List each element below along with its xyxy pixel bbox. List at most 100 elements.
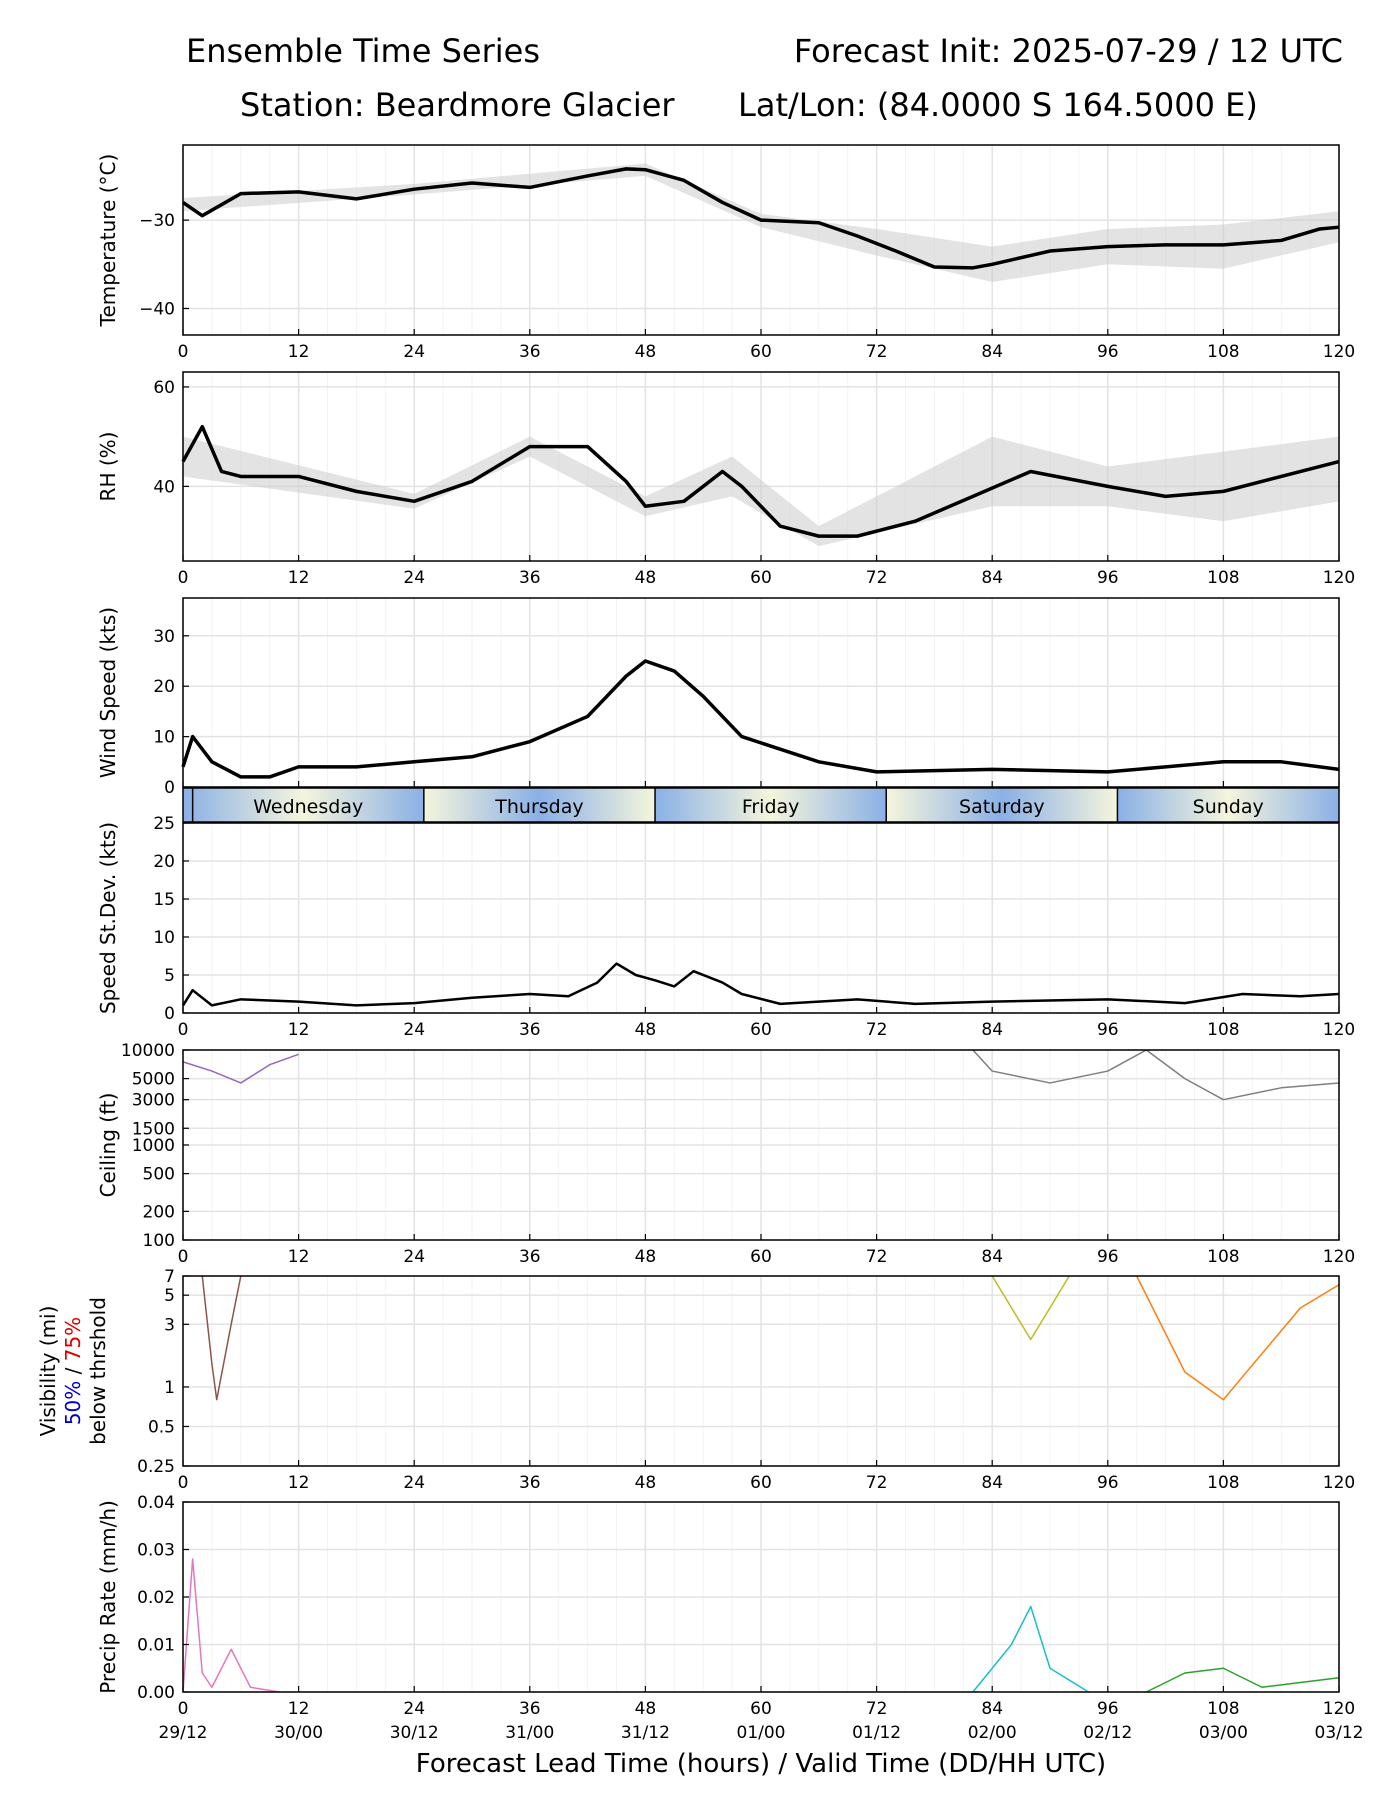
y-tick-label: 3000 bbox=[132, 1091, 175, 1111]
y-tick-label: 60 bbox=[153, 378, 175, 398]
visibility-threshold-legend: 50% / 75% bbox=[61, 1317, 85, 1425]
x-tick-label: 48 bbox=[635, 1473, 657, 1493]
chart-title: Ensemble Time Series bbox=[186, 32, 540, 70]
x-tick-label: 0 bbox=[178, 1020, 189, 1040]
y-tick-label: 10000 bbox=[121, 1041, 175, 1061]
y-tick-label: 5 bbox=[164, 1286, 175, 1306]
valid-time-label: 03/12 bbox=[1315, 1723, 1364, 1743]
x-tick-label: 24 bbox=[403, 1699, 425, 1719]
x-tick-label: 120 bbox=[1323, 1699, 1355, 1719]
x-tick-label: 96 bbox=[1097, 1699, 1119, 1719]
y-tick-label: 10 bbox=[153, 728, 175, 748]
x-tick-label: 84 bbox=[981, 1247, 1003, 1267]
spread-band bbox=[183, 436, 1339, 547]
ensemble-mean-line bbox=[182, 167, 1340, 270]
y-tick-label: 20 bbox=[153, 677, 175, 697]
y-axis-label: Speed St.Dev. (kts) bbox=[96, 822, 120, 1014]
y-tick-label: 25 bbox=[153, 814, 175, 834]
x-tick-label: 84 bbox=[981, 342, 1003, 362]
day-segment bbox=[886, 788, 1118, 822]
y-tick-label: 10 bbox=[153, 928, 175, 948]
x-tick-label: 48 bbox=[635, 342, 657, 362]
y-tick-label: 20 bbox=[153, 852, 175, 872]
x-tick-label: 36 bbox=[519, 568, 541, 588]
x-tick-label: 108 bbox=[1207, 568, 1239, 588]
y-tick-label: 0.02 bbox=[137, 1588, 175, 1608]
y-axis-label: Wind Speed (kts) bbox=[96, 607, 120, 778]
x-tick-label: 72 bbox=[866, 1247, 888, 1267]
x-tick-label: 120 bbox=[1323, 1473, 1355, 1493]
x-tick-label: 72 bbox=[866, 568, 888, 588]
x-tick-label: 36 bbox=[519, 1699, 541, 1719]
x-tick-label: 24 bbox=[403, 1020, 425, 1040]
x-tick-label: 60 bbox=[750, 1247, 772, 1267]
x-tick-label: 96 bbox=[1097, 568, 1119, 588]
lat-lon: Lat/Lon: (84.0000 S 164.5000 E) bbox=[738, 86, 1258, 124]
y-tick-label: 100 bbox=[143, 1231, 175, 1251]
x-tick-label: 72 bbox=[866, 1020, 888, 1040]
x-tick-label: 36 bbox=[519, 1247, 541, 1267]
y-axis-label: Ceiling (ft) bbox=[96, 1093, 120, 1198]
x-tick-label: 24 bbox=[403, 568, 425, 588]
x-tick-label: 12 bbox=[288, 1699, 310, 1719]
valid-time-label: 01/00 bbox=[737, 1723, 786, 1743]
x-tick-label: 120 bbox=[1323, 342, 1355, 362]
x-tick-label: 72 bbox=[866, 342, 888, 362]
x-tick-label: 36 bbox=[519, 1473, 541, 1493]
y-tick-label: 0 bbox=[164, 778, 175, 798]
x-tick-label: 60 bbox=[750, 342, 772, 362]
y-tick-label: 30 bbox=[153, 627, 175, 647]
x-tick-label: 108 bbox=[1207, 1020, 1239, 1040]
x-tick-label: 96 bbox=[1097, 1473, 1119, 1493]
valid-time-label: 31/12 bbox=[621, 1723, 670, 1743]
x-tick-label: 84 bbox=[981, 568, 1003, 588]
valid-time-label: 03/00 bbox=[1199, 1723, 1248, 1743]
y-axis-label: RH (%) bbox=[96, 432, 120, 502]
x-tick-label: 0 bbox=[178, 568, 189, 588]
y-tick-label: 500 bbox=[143, 1165, 175, 1185]
y-tick-label: 1000 bbox=[132, 1136, 175, 1156]
member-line bbox=[991, 1275, 1070, 1341]
x-tick-label: 96 bbox=[1097, 342, 1119, 362]
x-tick-label: 0 bbox=[178, 342, 189, 362]
day-label: Friday bbox=[742, 796, 800, 818]
x-tick-label: 60 bbox=[750, 1473, 772, 1493]
member-line bbox=[182, 1053, 299, 1084]
x-tick-label: 12 bbox=[288, 1473, 310, 1493]
y-tick-label: −30 bbox=[139, 211, 175, 231]
x-tick-label: 120 bbox=[1323, 1020, 1355, 1040]
valid-time-label: 31/00 bbox=[505, 1723, 554, 1743]
x-tick-label: 48 bbox=[635, 1020, 657, 1040]
member-line bbox=[972, 1605, 1089, 1693]
y-tick-label: 1 bbox=[164, 1378, 175, 1398]
member-line bbox=[182, 1558, 280, 1693]
x-tick-label: 84 bbox=[981, 1473, 1003, 1493]
day-label: Thursday bbox=[494, 796, 583, 818]
x-tick-label: 24 bbox=[403, 342, 425, 362]
y-tick-label: 40 bbox=[153, 477, 175, 497]
member-line bbox=[1136, 1275, 1340, 1401]
x-tick-label: 72 bbox=[866, 1699, 888, 1719]
y-tick-label: 1500 bbox=[132, 1119, 175, 1139]
y-tick-label: 0.04 bbox=[137, 1493, 175, 1513]
x-tick-label: 108 bbox=[1207, 342, 1239, 362]
ensemble-mean-line bbox=[181, 424, 1340, 538]
y-tick-label: 5000 bbox=[132, 1070, 175, 1090]
valid-time-label: 02/00 bbox=[968, 1723, 1017, 1743]
y-tick-label: 7 bbox=[164, 1267, 175, 1287]
x-tick-label: 24 bbox=[403, 1247, 425, 1267]
x-tick-label: 48 bbox=[635, 1247, 657, 1267]
valid-time-label: 02/12 bbox=[1083, 1723, 1132, 1743]
valid-time-label: 30/00 bbox=[274, 1723, 323, 1743]
member-line bbox=[1146, 1667, 1340, 1693]
x-tick-label: 12 bbox=[288, 1020, 310, 1040]
x-tick-label: 0 bbox=[178, 1247, 189, 1267]
x-tick-label: 60 bbox=[750, 1020, 772, 1040]
y-tick-label: 0 bbox=[164, 1004, 175, 1024]
x-tick-label: 96 bbox=[1097, 1247, 1119, 1267]
y-axis-label: Visibility (mi) bbox=[36, 1306, 60, 1437]
valid-time-label: 30/12 bbox=[390, 1723, 439, 1743]
day-bar-frame bbox=[182, 787, 1340, 823]
x-tick-label: 36 bbox=[519, 1020, 541, 1040]
y-tick-label: −40 bbox=[139, 299, 175, 319]
